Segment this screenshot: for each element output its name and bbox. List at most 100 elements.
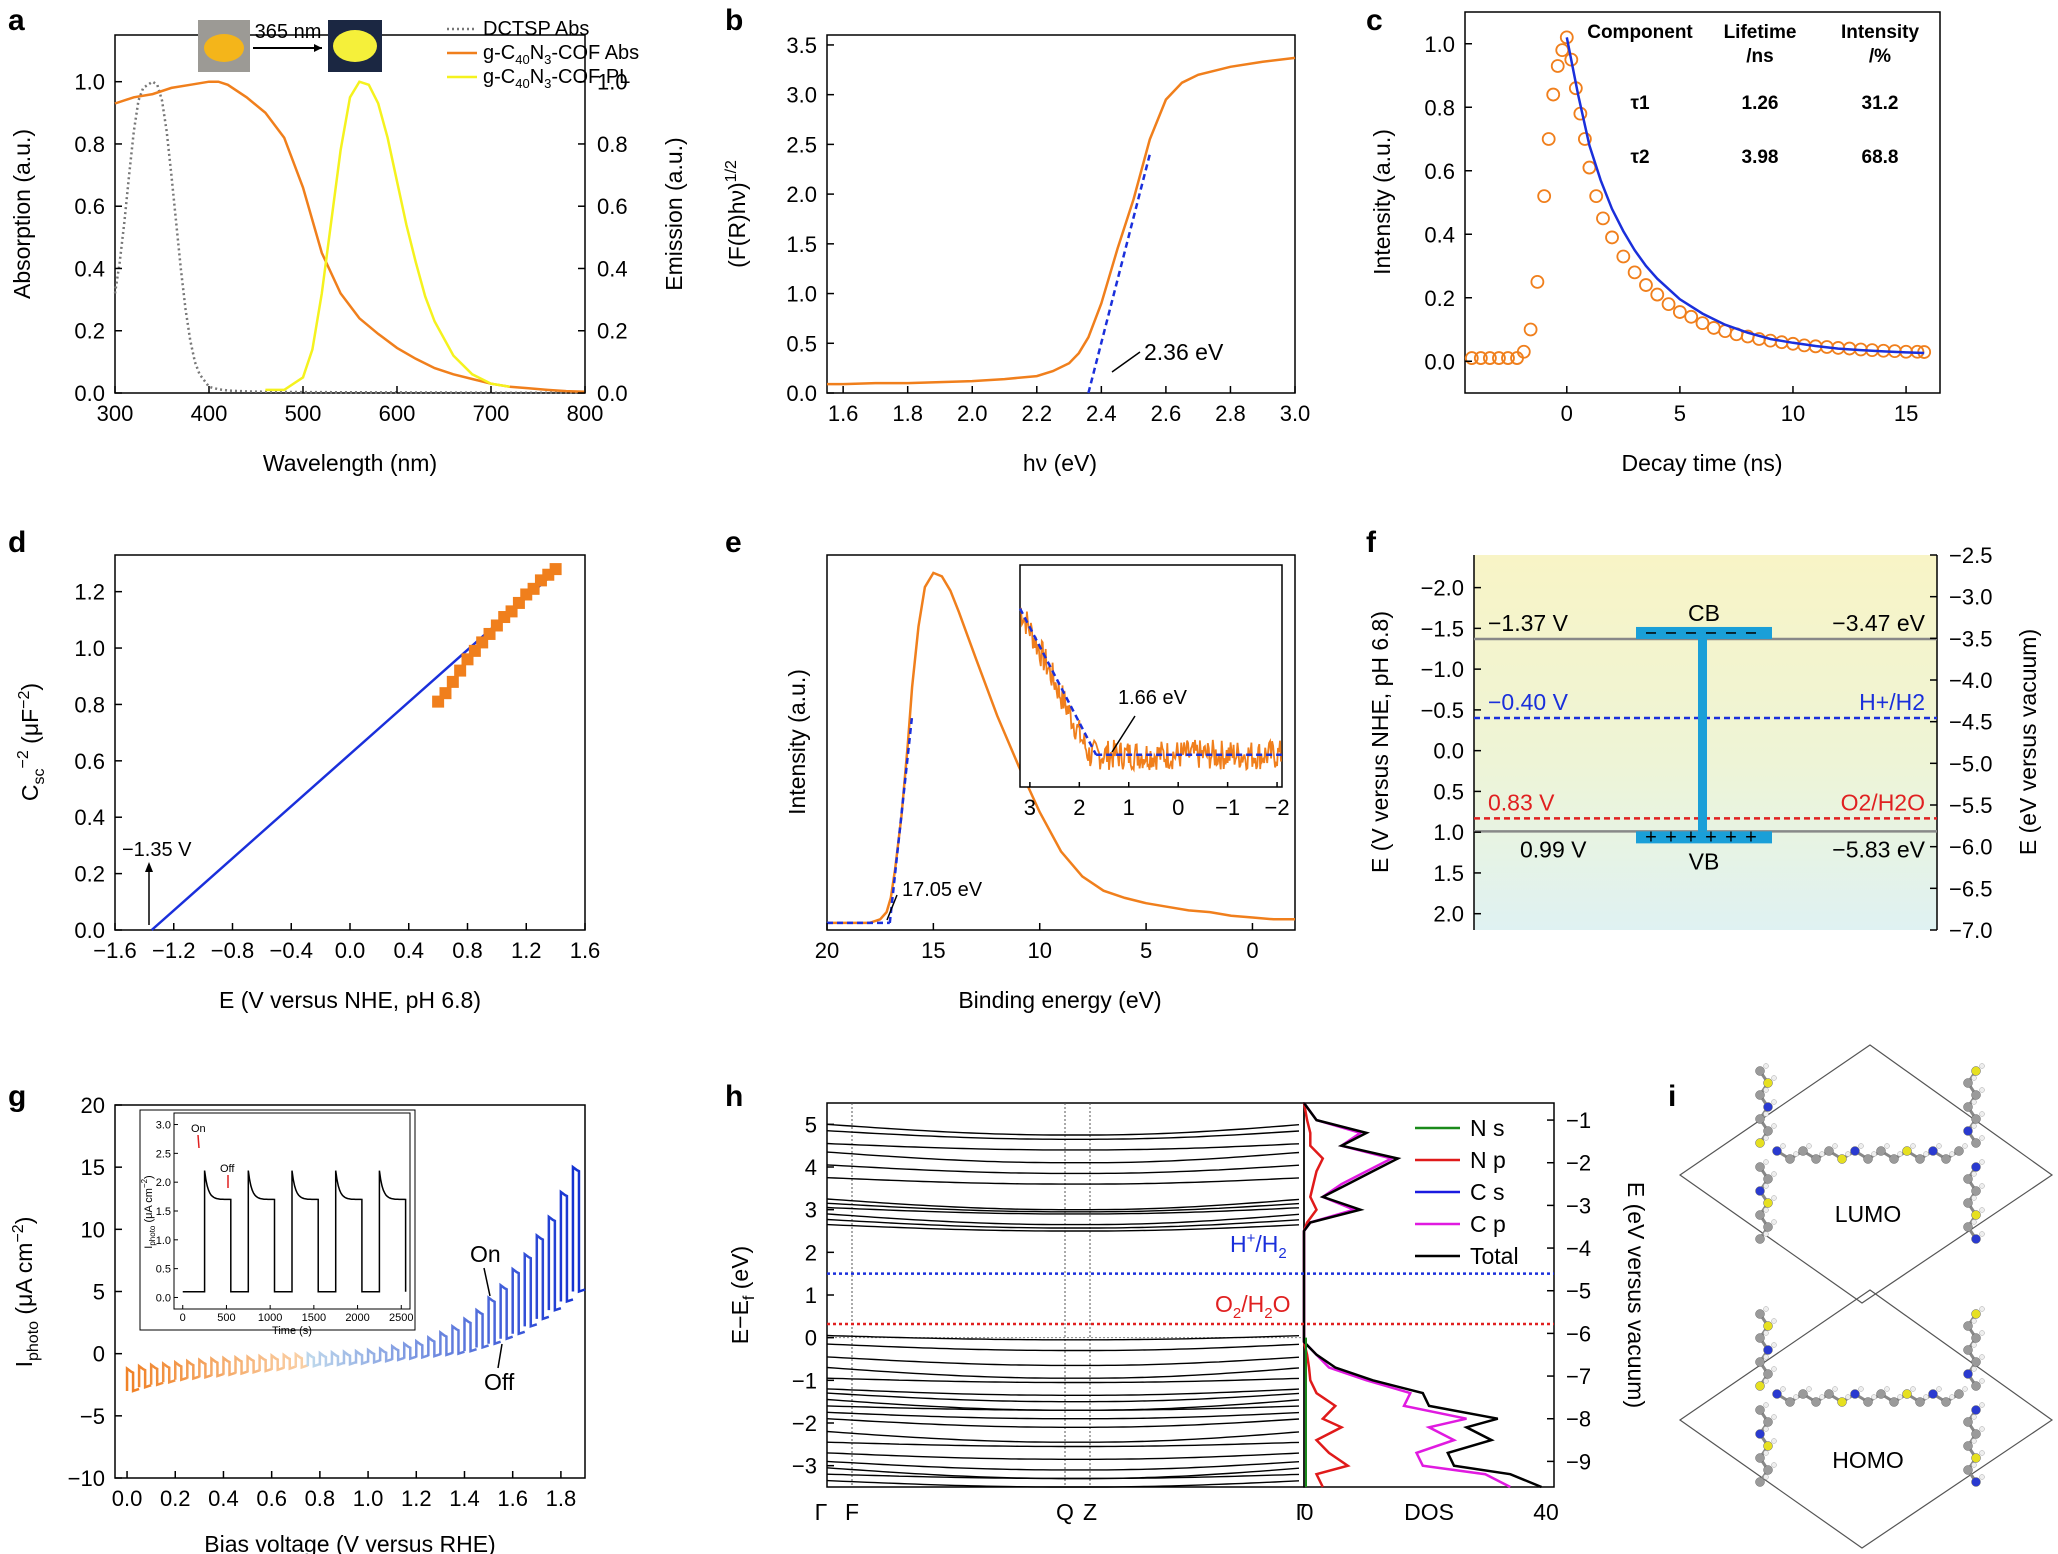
y2-tick-label: −2.5 (1949, 543, 1992, 568)
data-point (1605, 230, 1619, 245)
hydrogen (1771, 1099, 1777, 1105)
panel-c-xticks: 0 5 10 15 (1561, 386, 1918, 426)
y-tick-label: 0.8 (597, 132, 628, 157)
panel-d-yticks: 0.0 0.2 0.4 0.6 0.8 1.0 1.2 (74, 580, 122, 943)
atom (1755, 1333, 1765, 1343)
x-tick-label: 1.6 (828, 401, 859, 426)
conduction-band (826, 1151, 1300, 1164)
atom (1971, 1210, 1981, 1220)
panel-a-yticks: 0.0 0.2 0.4 0.6 0.8 1.0 (74, 70, 122, 406)
inset-x-tick-label: 2000 (345, 1312, 369, 1324)
panel-g-xlabel: Bias voltage (V versus RHE) (204, 1531, 495, 1554)
y-tick-label: −0.5 (1421, 698, 1464, 723)
panel-e-inset-series (1018, 607, 1282, 773)
hydrogen (1763, 1354, 1769, 1360)
atom (1763, 1078, 1773, 1088)
data-point (1464, 351, 1479, 365)
atom (1755, 1186, 1765, 1196)
panel-f-ylabel: E (V versus NHE, pH 6.8) (1367, 611, 1393, 873)
photocurrent-pulse (535, 1233, 550, 1321)
x-tick-label: 2.8 (1215, 401, 1246, 426)
panel-g-xticks: 0.0 0.2 0.4 0.6 0.8 1.0 1.2 1.4 1.6 1.8 (112, 1471, 576, 1511)
valence-band (826, 1473, 1300, 1480)
hydrogen (1763, 1159, 1769, 1165)
atom (1755, 1090, 1765, 1100)
cb-band (1636, 626, 1772, 639)
x-tick-label: −1.2 (152, 938, 195, 963)
level-right-label: O2/H2O (1841, 789, 1925, 815)
series-line-1 (1087, 153, 1152, 394)
data-point (1473, 351, 1488, 365)
y-tick-label: 10 (81, 1217, 105, 1242)
inset-y-tick-label: 0.5 (156, 1264, 171, 1276)
inset-spectrum (1019, 607, 1282, 773)
atom (1811, 1154, 1821, 1164)
panel-g-inset-on-arrow (197, 1134, 200, 1149)
photocurrent-pulse (451, 1323, 465, 1356)
photocurrent-pulse (186, 1358, 200, 1381)
photocurrent-pulse (161, 1361, 176, 1384)
y2-tick-label: −5.5 (1949, 793, 1992, 818)
data-point (1684, 309, 1699, 324)
photocurrent-pulse (475, 1307, 489, 1350)
y-tick-label: 2.0 (1433, 902, 1464, 927)
panel-g-ylabel: Iphoto (μA cm−2) (10, 1217, 42, 1368)
atom (1963, 1441, 1973, 1451)
data-point (1555, 43, 1570, 57)
panel-f-levels: −1.37 V −3.47 eV −0.40 V H+/H2 0.83 V O2/H2O 0… (1474, 600, 1937, 874)
y2-tick-label: −6.5 (1949, 876, 1992, 901)
vb-band (1636, 831, 1772, 844)
photocurrent-pulse (427, 1335, 441, 1358)
photocurrent-pulse (511, 1266, 526, 1336)
y-tick-label: 0.6 (597, 194, 628, 219)
data-point (1541, 132, 1556, 146)
panel-b-chart: 1.6 1.8 2.0 2.2 2.4 2.6 2.8 3.0 0.0 0.5 1.0 1.5 2.0… (723, 33, 1310, 476)
y-tick-label: 0.0 (1424, 349, 1455, 374)
y-tick-label: −1.5 (1421, 616, 1464, 641)
x-tick-label: 2 (1073, 795, 1085, 820)
atom (1971, 1477, 1981, 1487)
hydrogen (1819, 1394, 1825, 1400)
legend-cof-abs: g-C40N3-COF Abs (483, 42, 639, 67)
kpoint-label: Z (1083, 1499, 1097, 1525)
x-tick-label: 15 (1894, 401, 1918, 426)
hydrogen (1771, 1195, 1777, 1201)
data-point (1577, 132, 1592, 146)
hydrogen (1763, 1330, 1769, 1336)
atom (1755, 1309, 1765, 1319)
hydrogen (1763, 1450, 1769, 1456)
atom (1963, 1174, 1973, 1184)
y-tick-label: 0.0 (1433, 739, 1464, 764)
atom (1755, 1066, 1765, 1076)
atom (1928, 1146, 1938, 1156)
y2-tick-label: −4.0 (1949, 668, 1992, 693)
atom (1850, 1146, 1860, 1156)
inset-x-tick-label: 2500 (389, 1312, 413, 1324)
y-tick-label: −5 (80, 1404, 105, 1429)
hydrogen (1979, 1378, 1985, 1384)
y-tick-label: 0.5 (1433, 779, 1464, 804)
panel-h-ylabel: E−Ef (eV) (727, 1246, 758, 1344)
conduction-band (826, 1218, 1300, 1229)
photocurrent-pulse (149, 1362, 164, 1387)
atom (1941, 1397, 1951, 1407)
x-tick-label: 300 (97, 401, 134, 426)
hydrogen (1858, 1386, 1864, 1392)
hydrogen (1806, 1143, 1812, 1149)
x-tick-label: 700 (473, 401, 510, 426)
panel-label-d: d (8, 526, 26, 559)
hydrogen (1979, 1183, 1985, 1189)
y2-tick-label: −3.5 (1949, 626, 1992, 651)
hydrogen (1971, 1366, 1977, 1372)
atom (1876, 1146, 1886, 1156)
photocurrent-pulse (198, 1357, 212, 1380)
panel-a-y2label: Emission (a.u.) (661, 137, 687, 290)
hydrogen (1763, 1378, 1769, 1384)
atom (1755, 1138, 1765, 1148)
hydrogen (1793, 1394, 1799, 1400)
hydrogen (1763, 1207, 1769, 1213)
hydrogen (1971, 1462, 1977, 1468)
hydrogen (1979, 1306, 1985, 1312)
